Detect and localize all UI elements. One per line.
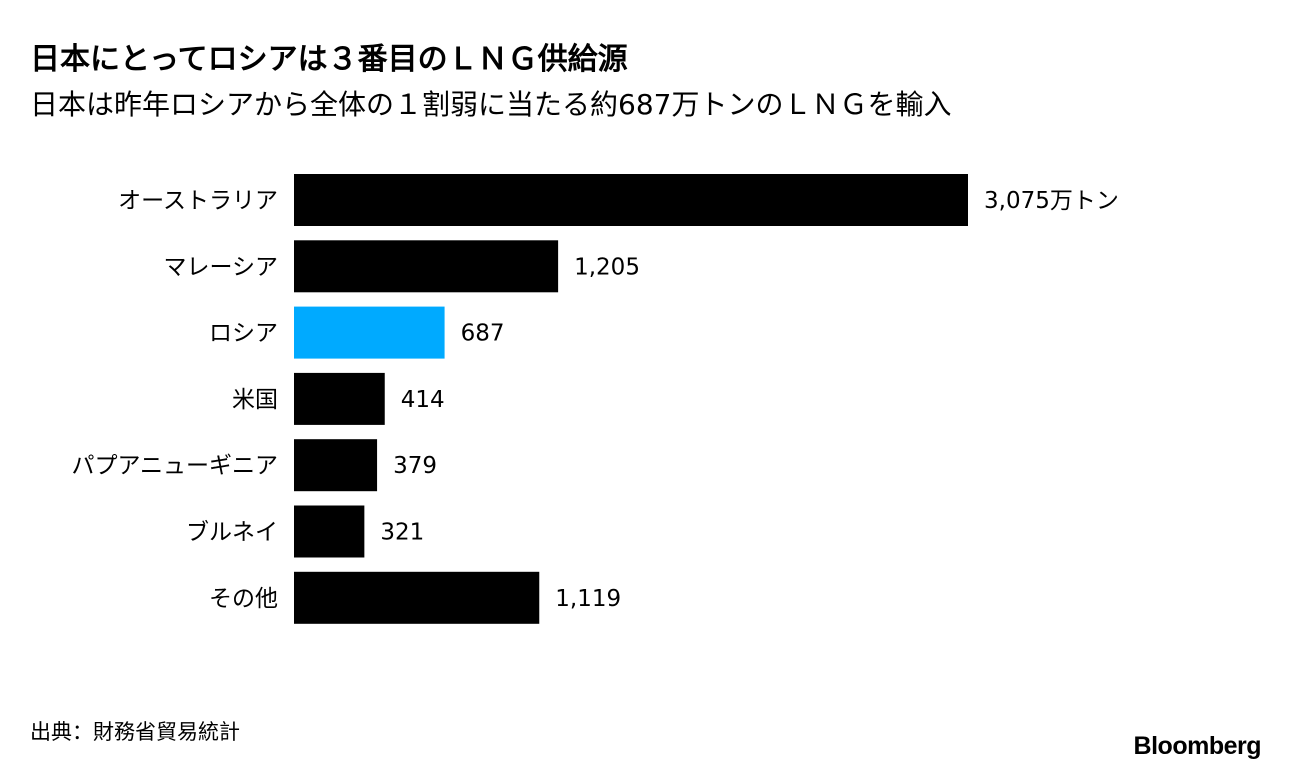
bar: [294, 372, 385, 425]
bar: [294, 439, 378, 492]
value-label: 1,119: [555, 586, 621, 612]
value-label: 414: [401, 387, 445, 413]
value-label: 321: [380, 520, 424, 546]
bar: [294, 571, 540, 624]
bar: [294, 174, 968, 226]
bar-highlight: [294, 306, 445, 359]
category-label: ブルネイ: [186, 520, 278, 546]
category-label: その他: [209, 586, 278, 612]
source-note: 出典：財務省貿易統計: [30, 720, 240, 744]
category-label: マレーシア: [163, 254, 278, 280]
bar: [294, 505, 365, 558]
category-label: 米国: [232, 387, 278, 413]
bar: [294, 240, 559, 293]
value-label: 1,205: [574, 254, 640, 280]
category-label: ロシア: [209, 321, 278, 347]
value-label: 687: [461, 321, 505, 347]
category-label: パプアニューギニア: [71, 453, 278, 479]
chart-subtitle: 日本は昨年ロシアから全体の１割弱に当たる約687万トンのＬＮＧを輸入: [30, 88, 952, 121]
category-label: オーストラリア: [118, 188, 278, 214]
bloomberg-logo: Bloomberg: [1133, 732, 1262, 760]
value-label: 379: [393, 453, 437, 479]
value-label: 3,075万トン: [984, 188, 1119, 214]
chart-title: 日本にとってロシアは３番目のＬＮＧ供給源: [30, 42, 628, 77]
